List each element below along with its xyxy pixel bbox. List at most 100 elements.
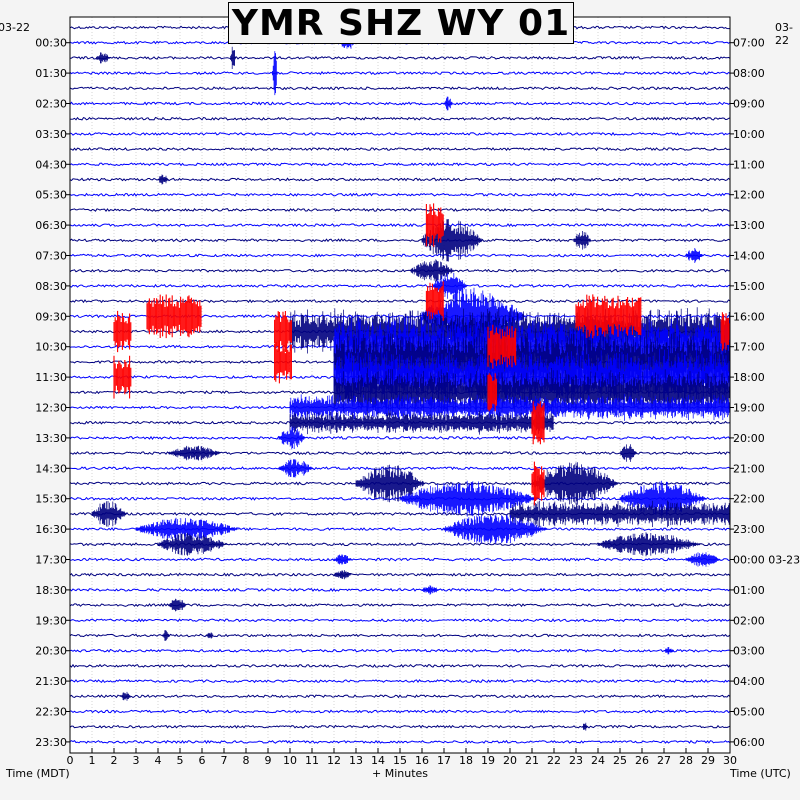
left-tick-label: 17:30	[35, 554, 67, 567]
clipped-segment	[274, 311, 292, 352]
seismic-trace	[69, 679, 731, 684]
event-burst	[120, 691, 132, 701]
minute-tick-label: 28	[679, 754, 693, 767]
minute-tick-label: 5	[177, 754, 184, 767]
left-axis-label: Time (MDT)	[6, 767, 70, 780]
right-tick-label: 23:00	[733, 523, 765, 536]
minute-tick-label: 24	[591, 754, 605, 767]
minute-tick-label: 4	[155, 754, 162, 767]
right-tick-label: 20:00	[733, 432, 765, 445]
right-tick-label: 08:00	[733, 67, 765, 80]
seismic-trace	[69, 71, 731, 76]
seismic-trace	[69, 572, 731, 577]
right-tick-label: 02:00	[733, 614, 765, 627]
right-tick-label: 14:00	[733, 250, 765, 263]
minute-tick-label: 12	[327, 754, 341, 767]
right-tick-label: 18:00	[733, 371, 765, 384]
minute-tick-label: 27	[657, 754, 671, 767]
right-tick-label: 07:00	[733, 37, 765, 50]
seismic-trace	[69, 709, 731, 714]
right-tick-label: 22:00	[733, 493, 765, 506]
event-burst	[582, 722, 588, 731]
event-burst	[663, 647, 674, 655]
event-burst	[333, 570, 352, 580]
left-tick-label: 12:30	[35, 402, 67, 415]
event-burst	[333, 554, 352, 565]
minute-ticks: 0 1 2 3 4 5 6 7 8 9 10 11 12 13 14 15 16 17 18 19 20 21 22 23 24…	[67, 748, 737, 767]
minute-tick-label: 20	[503, 754, 517, 767]
minute-tick-label: 9	[265, 754, 272, 767]
minute-tick-label: 25	[613, 754, 627, 767]
seismic-trace	[69, 116, 731, 121]
clipped-segment	[274, 340, 292, 384]
event-burst	[96, 52, 111, 64]
left-tick-label: 22:30	[35, 706, 67, 719]
left-tick-label: 15:30	[35, 493, 67, 506]
left-tick-label: 14:30	[35, 462, 67, 475]
left-tick-label: 09:30	[35, 310, 67, 323]
seismic-trace	[69, 147, 731, 152]
event-burst	[355, 464, 426, 503]
minute-tick-label: 2	[111, 754, 118, 767]
seismic-trace	[69, 238, 731, 243]
right-tick-label: 06:00	[733, 736, 765, 749]
clipped-segment	[720, 312, 731, 351]
event-burst	[157, 174, 169, 185]
minute-tick-label: 29	[701, 754, 715, 767]
minute-tick-label: 19	[481, 754, 495, 767]
seismic-trace	[69, 466, 731, 471]
event-burst	[432, 272, 468, 299]
right-tick-label: 01:00	[733, 584, 765, 597]
event-burst	[278, 426, 305, 450]
clipped-segment	[425, 281, 444, 321]
minute-tick-label: 16	[415, 754, 429, 767]
minute-tick-label: 10	[283, 754, 297, 767]
minute-tick-label: 17	[437, 754, 451, 767]
minute-tick-label: 22	[547, 754, 561, 767]
clipped-segment	[531, 461, 545, 506]
right-tick-label: 11:00	[733, 158, 765, 171]
minute-tick-label: 26	[635, 754, 649, 767]
left-tick-label: 20:30	[35, 645, 67, 658]
seismic-trace	[69, 86, 731, 91]
event-burst	[230, 46, 236, 69]
minute-tick-label: 11	[305, 754, 319, 767]
event-burst	[278, 459, 314, 478]
seismic-trace	[69, 739, 731, 745]
minute-tick-label: 15	[393, 754, 407, 767]
seismic-trace	[69, 724, 731, 729]
clipped-segment	[487, 324, 517, 369]
seismic-trace	[69, 207, 731, 212]
minute-tick-label: 14	[371, 754, 385, 767]
event-burst	[272, 51, 278, 96]
left-tick-label: 03:30	[35, 128, 67, 141]
clipped-segments	[113, 203, 731, 506]
left-tick-label: 01:30	[35, 67, 67, 80]
left-tick-label: 10:30	[35, 341, 67, 354]
minute-tick-label: 3	[133, 754, 140, 767]
seismic-trace	[69, 283, 731, 288]
event-burst	[206, 632, 214, 639]
minute-tick-label: 7	[221, 754, 228, 767]
clipped-segment	[575, 294, 642, 339]
seismic-trace	[69, 253, 731, 258]
minute-tick-label: 0	[67, 754, 74, 767]
seismic-trace	[69, 663, 731, 668]
event-burst	[619, 444, 638, 462]
event-burst	[443, 514, 549, 544]
right-time-ticks: 07:00 08:00 09:00 10:00 11:00 12:00 13:00 14:00…	[730, 37, 800, 749]
seismic-trace	[69, 618, 731, 623]
seismic-trace	[69, 268, 731, 273]
minute-tick-label: 1	[89, 754, 96, 767]
right-tick-label: 21:00	[733, 462, 765, 475]
seismic-trace	[69, 299, 731, 304]
right-tick-label: 12:00	[733, 189, 765, 202]
right-tick-label: 13:00	[733, 219, 765, 232]
minute-tick-label: 13	[349, 754, 363, 767]
left-tick-label: 08:30	[35, 280, 67, 293]
seismic-trace	[69, 694, 731, 699]
seismic-trace	[69, 55, 731, 60]
minute-tick-label: 30	[723, 754, 737, 767]
minute-tick-label: 6	[199, 754, 206, 767]
